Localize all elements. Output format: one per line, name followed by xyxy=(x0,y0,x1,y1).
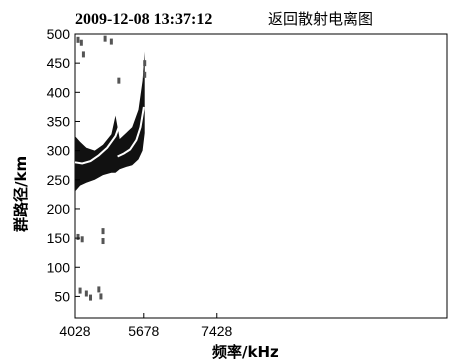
y-tick-label: 50 xyxy=(54,288,70,304)
x-axis-label: 频率/kHz xyxy=(212,343,279,359)
y-tick-label: 500 xyxy=(47,26,71,42)
y-tick-label: 200 xyxy=(47,201,71,217)
echo-point xyxy=(117,77,121,84)
echo-band xyxy=(75,51,145,192)
y-tick-label: 400 xyxy=(47,84,71,100)
y-tick-label: 150 xyxy=(47,230,71,246)
chart-title: 返回散射电离图 xyxy=(268,10,373,28)
trace-line xyxy=(117,106,145,158)
echo-point xyxy=(99,293,103,300)
echo-point xyxy=(84,290,88,297)
trace-line xyxy=(74,124,121,165)
y-tick-label: 450 xyxy=(47,55,71,71)
y-tick-label: 350 xyxy=(47,113,71,129)
y-tick-label: 100 xyxy=(47,259,71,275)
y-axis: 50 100 150 200 250 300 350 400 450 500 xyxy=(47,26,80,304)
echo-band-area xyxy=(75,51,145,192)
echo-point xyxy=(76,233,80,240)
trace-lines xyxy=(74,106,145,165)
y-axis-label: 群路径/km xyxy=(12,156,30,232)
echo-point xyxy=(103,35,107,42)
y-tick-label: 250 xyxy=(47,172,71,188)
x-axis: 4028 5678 7428 xyxy=(59,313,233,339)
chart-title-timestamp: 2009-12-08 13:37:12 xyxy=(75,11,212,28)
plot-area xyxy=(74,33,448,319)
echo-point xyxy=(80,236,84,243)
echo-point xyxy=(76,36,80,43)
echo-point xyxy=(89,294,93,301)
echo-point xyxy=(79,39,83,46)
echo-point xyxy=(101,228,105,235)
echo-point xyxy=(143,60,147,67)
scattered-echoes xyxy=(76,35,147,301)
echo-point xyxy=(97,286,101,293)
x-tick-label: 7428 xyxy=(201,323,232,339)
echo-point xyxy=(81,51,85,58)
echo-point xyxy=(78,287,82,294)
echo-point xyxy=(109,38,113,45)
echo-point xyxy=(143,71,147,78)
x-tick-label: 5678 xyxy=(128,323,159,339)
x-tick-label: 4028 xyxy=(59,323,90,339)
y-tick-label: 300 xyxy=(47,143,71,159)
echo-point xyxy=(101,238,105,245)
